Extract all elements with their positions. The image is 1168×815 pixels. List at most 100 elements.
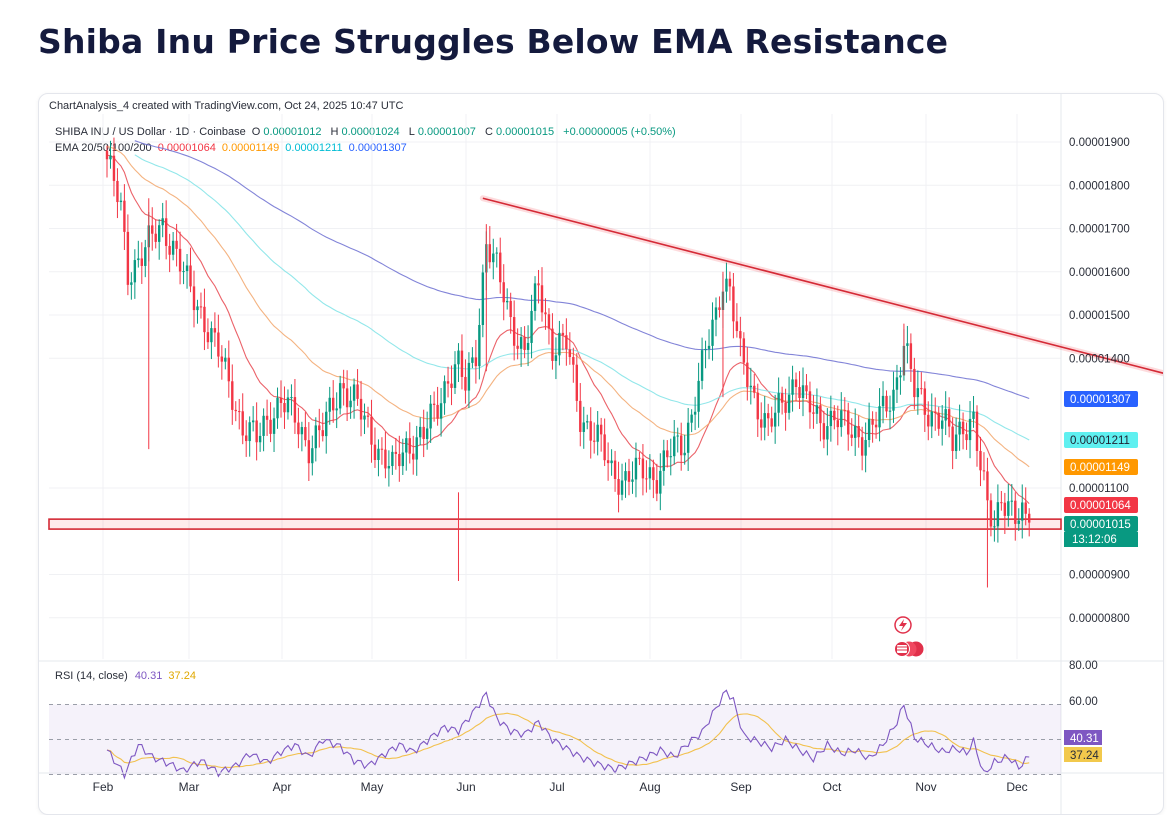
price-tick: 0.00001800 (1069, 180, 1130, 192)
candle (791, 365, 794, 412)
candle (1024, 487, 1027, 526)
candle (158, 219, 161, 260)
candle (238, 398, 241, 430)
candle (881, 381, 885, 424)
countdown-label: 13:12:06 (1064, 532, 1138, 547)
candle (572, 347, 575, 383)
rsi-pane[interactable]: 80.00 60.00 40.31 37.24 (39, 660, 1163, 780)
candle (126, 214, 130, 296)
candle (819, 396, 822, 442)
candle (920, 372, 923, 395)
candle (634, 442, 638, 498)
candle (613, 450, 617, 492)
candle (749, 367, 752, 405)
candle (554, 337, 558, 380)
candle (401, 438, 404, 475)
candle (586, 414, 589, 430)
rsi-price-label: 37.24 (1064, 747, 1102, 762)
lightning-icon[interactable] (894, 616, 912, 634)
candle (892, 371, 895, 423)
time-tick: May (361, 780, 384, 794)
price-tick: 0.00001100 (1069, 483, 1129, 495)
candle (947, 397, 951, 438)
candle (502, 264, 505, 321)
rsi-legend: RSI (14, close) 40.31 37.24 (55, 670, 196, 682)
candle (610, 449, 613, 476)
candle (189, 247, 192, 293)
candle (739, 316, 742, 357)
price-chart[interactable]: 0.00001900 0.00001800 0.00001700 0.00001600… (39, 94, 1163, 814)
candle (262, 408, 265, 452)
candle (300, 421, 304, 452)
candle (506, 288, 509, 310)
ema100-price-value: 0.00001211 (1070, 435, 1130, 447)
high-label: H (330, 126, 339, 138)
candle (857, 415, 860, 448)
candle (1014, 492, 1017, 541)
candle (568, 332, 572, 365)
candle (659, 453, 662, 511)
candle (756, 383, 759, 437)
candle (217, 314, 220, 368)
candle (645, 460, 648, 493)
price-tick: 0.00000900 (1069, 570, 1130, 582)
candle (342, 369, 345, 406)
candle (297, 407, 300, 449)
support-zone (48, 518, 1062, 530)
ema20-price-label: 0.00001064 (1064, 497, 1138, 513)
candle (899, 367, 902, 395)
candle (767, 403, 770, 436)
candle (742, 332, 746, 375)
candle (387, 450, 391, 487)
candle (154, 219, 157, 249)
news-flag-icons[interactable] (894, 641, 924, 657)
page-title: Shiba Inu Price Struggles Below EMA Resi… (38, 22, 949, 61)
price-axis[interactable]: 0.00001900 0.00001800 0.00001700 0.00001600… (1069, 137, 1130, 625)
rsi-tick: 80.00 (1069, 660, 1098, 672)
candle (833, 405, 836, 430)
candle (575, 353, 578, 412)
candle (516, 328, 519, 360)
high-value: 0.00001024 (341, 126, 400, 138)
candle (398, 435, 401, 482)
candle (617, 461, 620, 513)
chart-credit: ChartAnalysis_4 created with TradingView… (49, 100, 404, 112)
candle (332, 380, 335, 423)
candle (773, 394, 777, 444)
candle (812, 395, 815, 429)
time-axis[interactable]: Feb Mar Apr May Jun Jul Aug Sep Oct Nov Dec (39, 772, 1163, 794)
candle (547, 308, 551, 345)
candle (697, 362, 700, 428)
candle (683, 434, 686, 465)
candle (648, 454, 652, 490)
candle (356, 369, 359, 406)
candle (666, 440, 669, 468)
candle (993, 510, 996, 542)
candle (662, 439, 665, 486)
candle (801, 367, 805, 417)
event-icons[interactable] (894, 616, 924, 657)
candle (847, 402, 850, 451)
time-tick: Nov (915, 780, 936, 794)
candle (725, 262, 728, 303)
candle (680, 422, 683, 471)
candle (603, 418, 606, 467)
candle (192, 270, 196, 328)
rsi-ma-line (106, 712, 1030, 769)
time-tick: Dec (1006, 780, 1027, 794)
candle (276, 387, 279, 429)
candle (251, 406, 255, 432)
candle (272, 407, 276, 452)
candle (979, 436, 982, 487)
candle (589, 407, 592, 459)
low-value: 0.00001007 (417, 126, 476, 138)
trendline-line[interactable] (482, 197, 1163, 406)
candle (934, 397, 937, 431)
candle (913, 357, 916, 410)
candle (593, 422, 596, 454)
candle (293, 378, 297, 434)
candle (951, 417, 954, 470)
candle (345, 370, 349, 422)
candle (860, 426, 864, 471)
ema50-value: 0.00001149 (221, 142, 280, 154)
